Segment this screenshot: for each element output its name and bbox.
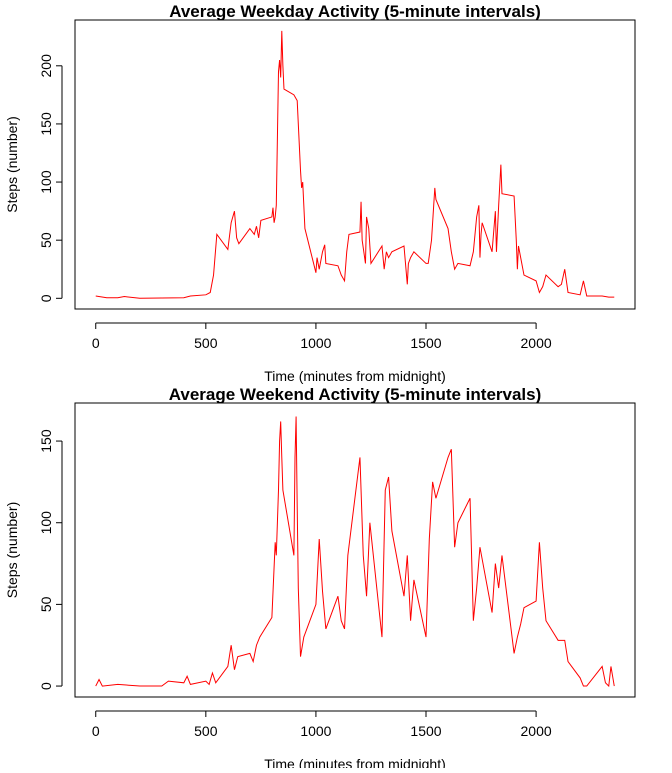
y-tick-label: 50 bbox=[38, 596, 54, 612]
y-tick-label: 150 bbox=[38, 112, 54, 136]
y-tick-label: 0 bbox=[38, 682, 54, 690]
plot-frame bbox=[74, 402, 636, 698]
chart-title: Average Weekend Activity (5-minute inter… bbox=[169, 385, 542, 404]
plot-frame bbox=[74, 19, 636, 310]
y-tick-label: 0 bbox=[38, 294, 54, 302]
y-tick-label: 100 bbox=[38, 170, 54, 194]
x-tick-label: 1000 bbox=[300, 335, 331, 351]
x-tick-label: 500 bbox=[194, 723, 218, 739]
x-tick-label: 1500 bbox=[410, 723, 441, 739]
y-axis-label: Steps (number) bbox=[4, 502, 20, 598]
x-tick-label: 1500 bbox=[410, 335, 441, 351]
x-tick-label: 2000 bbox=[521, 723, 552, 739]
x-tick-label: 0 bbox=[92, 335, 100, 351]
y-tick-label: 200 bbox=[38, 54, 54, 78]
y-axis-label: Steps (number) bbox=[4, 116, 20, 212]
x-axis-label: Time (minutes from midnight) bbox=[264, 756, 446, 768]
data-line bbox=[95, 416, 615, 688]
x-axis-label: Time (minutes from midnight) bbox=[264, 368, 446, 384]
y-tick-label: 50 bbox=[38, 232, 54, 248]
x-tick-label: 0 bbox=[92, 723, 100, 739]
x-tick-label: 2000 bbox=[521, 335, 552, 351]
y-tick-label: 100 bbox=[38, 511, 54, 535]
y-tick-label: 150 bbox=[38, 429, 54, 453]
x-tick-label: 500 bbox=[194, 335, 218, 351]
chart-title: Average Weekday Activity (5-minute inter… bbox=[169, 2, 541, 21]
data-line bbox=[95, 30, 615, 299]
x-tick-label: 1000 bbox=[300, 723, 331, 739]
